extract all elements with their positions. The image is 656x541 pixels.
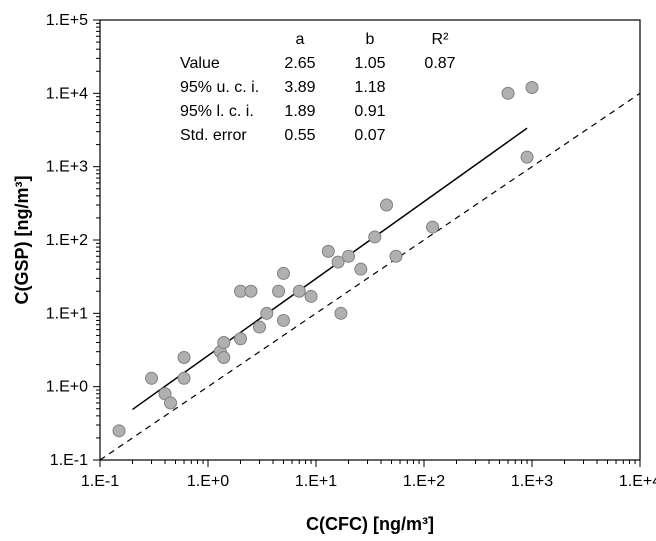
data-point: [113, 425, 125, 437]
stats-cell: 3.89: [284, 79, 315, 96]
data-point: [335, 307, 347, 319]
stats-header: a: [296, 31, 305, 48]
x-tick-label: 1.E-1: [81, 473, 119, 490]
data-point: [218, 351, 230, 363]
data-point: [502, 87, 514, 99]
stats-row-label: 95% u. c. i.: [180, 79, 259, 96]
fit-line: [133, 128, 528, 409]
stats-cell: 1.05: [354, 55, 385, 72]
stats-row-label: 95% l. c. i.: [180, 103, 254, 120]
stats-cell: 1.89: [284, 103, 315, 120]
y-tick-label: 1.E+4: [46, 85, 88, 102]
y-tick-label: 1.E+3: [46, 159, 88, 176]
x-axis-label: C(CFC) [ng/m³]: [306, 514, 434, 534]
data-point: [178, 372, 190, 384]
stats-cell: 0.91: [354, 103, 385, 120]
stats-cell: 2.65: [284, 55, 315, 72]
data-point: [355, 263, 367, 275]
x-tick-label: 1.E+2: [403, 473, 445, 490]
y-axis-label: C(GSP) [ng/m³]: [12, 176, 32, 305]
data-point: [261, 307, 273, 319]
stats-row-label: Value: [180, 55, 220, 72]
identity-line: [100, 93, 640, 460]
data-point: [521, 151, 533, 163]
x-tick-label: 1.E+3: [511, 473, 553, 490]
scatter-chart: 1.E-1 1.E+0 1.E+1 1.E+2 1.E+3 1.E+4 1.E-1 1.E+0…: [0, 0, 656, 541]
data-point: [235, 333, 247, 345]
x-tick-label: 1.E+4: [619, 473, 656, 490]
data-point: [369, 231, 381, 243]
data-point: [427, 221, 439, 233]
y-tick-label: 1.E+2: [46, 232, 88, 249]
y-tick-label: 1.E+1: [46, 305, 88, 322]
data-point: [245, 285, 257, 297]
stats-cell: 1.18: [354, 79, 385, 96]
data-point: [322, 245, 334, 257]
y-tick-label: 1.E+5: [46, 12, 88, 29]
data-point: [381, 199, 393, 211]
data-point: [165, 397, 177, 409]
data-point: [178, 351, 190, 363]
data-point: [218, 337, 230, 349]
data-point: [390, 250, 402, 262]
chart-svg: 1.E-1 1.E+0 1.E+1 1.E+2 1.E+3 1.E+4 1.E-1 1.E+0…: [0, 0, 656, 541]
stats-cell: 0.87: [424, 55, 455, 72]
stats-cell: 0.55: [284, 127, 315, 144]
data-point: [277, 314, 289, 326]
x-tick-label: 1.E+0: [187, 473, 229, 490]
stats-header: R²: [432, 31, 450, 48]
y-tick-label: 1.E+0: [46, 379, 88, 396]
x-tick-label: 1.E+1: [295, 473, 337, 490]
stats-header: b: [366, 31, 375, 48]
data-point: [343, 250, 355, 262]
stats-row-label: Std. error: [180, 127, 247, 144]
data-point: [293, 285, 305, 297]
data-point: [273, 285, 285, 297]
data-point: [146, 372, 158, 384]
data-point: [277, 267, 289, 279]
data-point: [305, 290, 317, 302]
stats-cell: 0.07: [354, 127, 385, 144]
data-point: [254, 321, 266, 333]
data-point: [526, 82, 538, 94]
y-tick-label: 1.E-1: [50, 452, 88, 469]
